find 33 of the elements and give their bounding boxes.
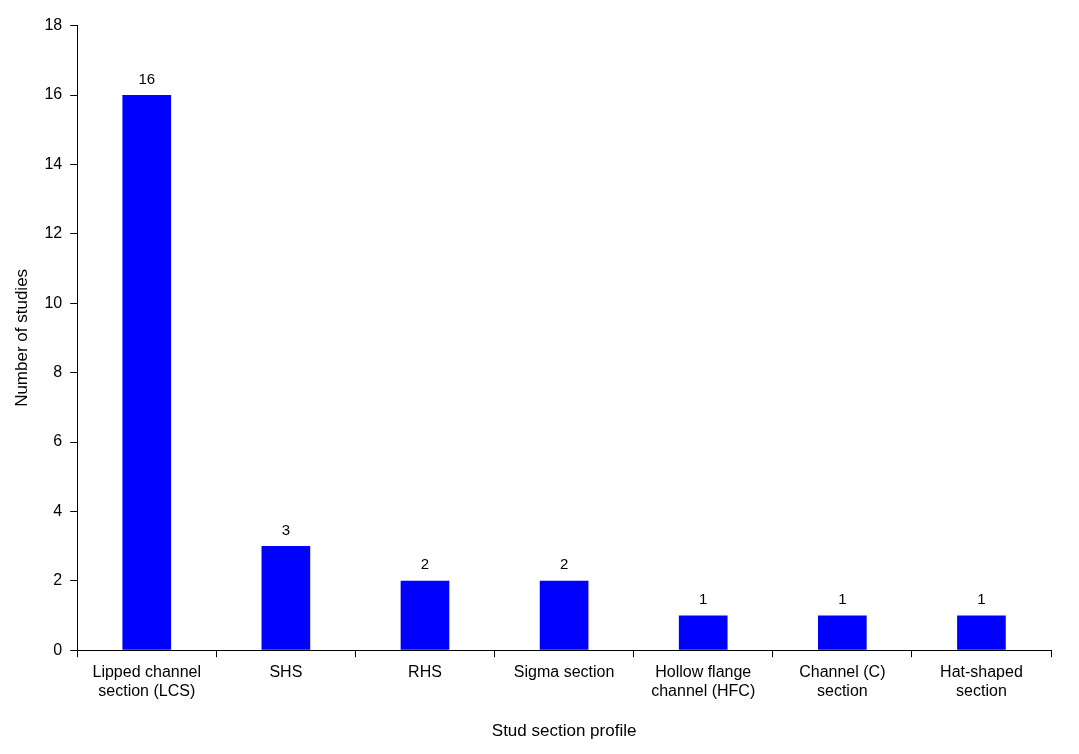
y-tick-label: 18 bbox=[44, 16, 63, 34]
x-tick-label: Sigma section bbox=[513, 663, 615, 681]
data-label: 16 bbox=[138, 69, 156, 87]
x-tick-label: SHS bbox=[269, 663, 303, 681]
y-tick-label: 4 bbox=[53, 501, 63, 519]
bar bbox=[957, 615, 1006, 650]
x-tick-label: RHS bbox=[408, 663, 442, 681]
y-tick-label: 0 bbox=[53, 640, 63, 658]
y-tick-label: 10 bbox=[44, 293, 63, 311]
x-tick-label: Hat-shaped section bbox=[940, 663, 1023, 700]
bar bbox=[678, 615, 728, 650]
y-tick-label: 14 bbox=[44, 154, 63, 172]
bar bbox=[817, 615, 867, 650]
y-tick-label: 16 bbox=[44, 85, 63, 103]
y-axis-title: Number of studies bbox=[11, 268, 31, 407]
y-tick-label: 12 bbox=[44, 224, 63, 242]
data-label: 1 bbox=[977, 590, 986, 608]
bar bbox=[539, 580, 589, 650]
data-label: 1 bbox=[699, 590, 708, 608]
data-label: 2 bbox=[559, 555, 569, 573]
x-axis-title: Stud section profile bbox=[491, 721, 637, 741]
y-tick-label: 8 bbox=[53, 363, 63, 381]
data-label: 1 bbox=[838, 590, 847, 608]
bar bbox=[261, 546, 311, 650]
x-tick-label: Hollow flange channel (HFC) bbox=[651, 663, 756, 700]
x-tick-label: Channel (C) section bbox=[799, 663, 886, 700]
x-tick-label: Lipped channel section (LCS) bbox=[92, 663, 202, 700]
y-tick-label: 2 bbox=[53, 571, 63, 589]
bar bbox=[400, 580, 450, 650]
bar bbox=[122, 95, 172, 650]
data-label: 2 bbox=[420, 555, 430, 573]
data-label: 3 bbox=[281, 520, 291, 538]
y-tick-label: 6 bbox=[53, 432, 63, 450]
